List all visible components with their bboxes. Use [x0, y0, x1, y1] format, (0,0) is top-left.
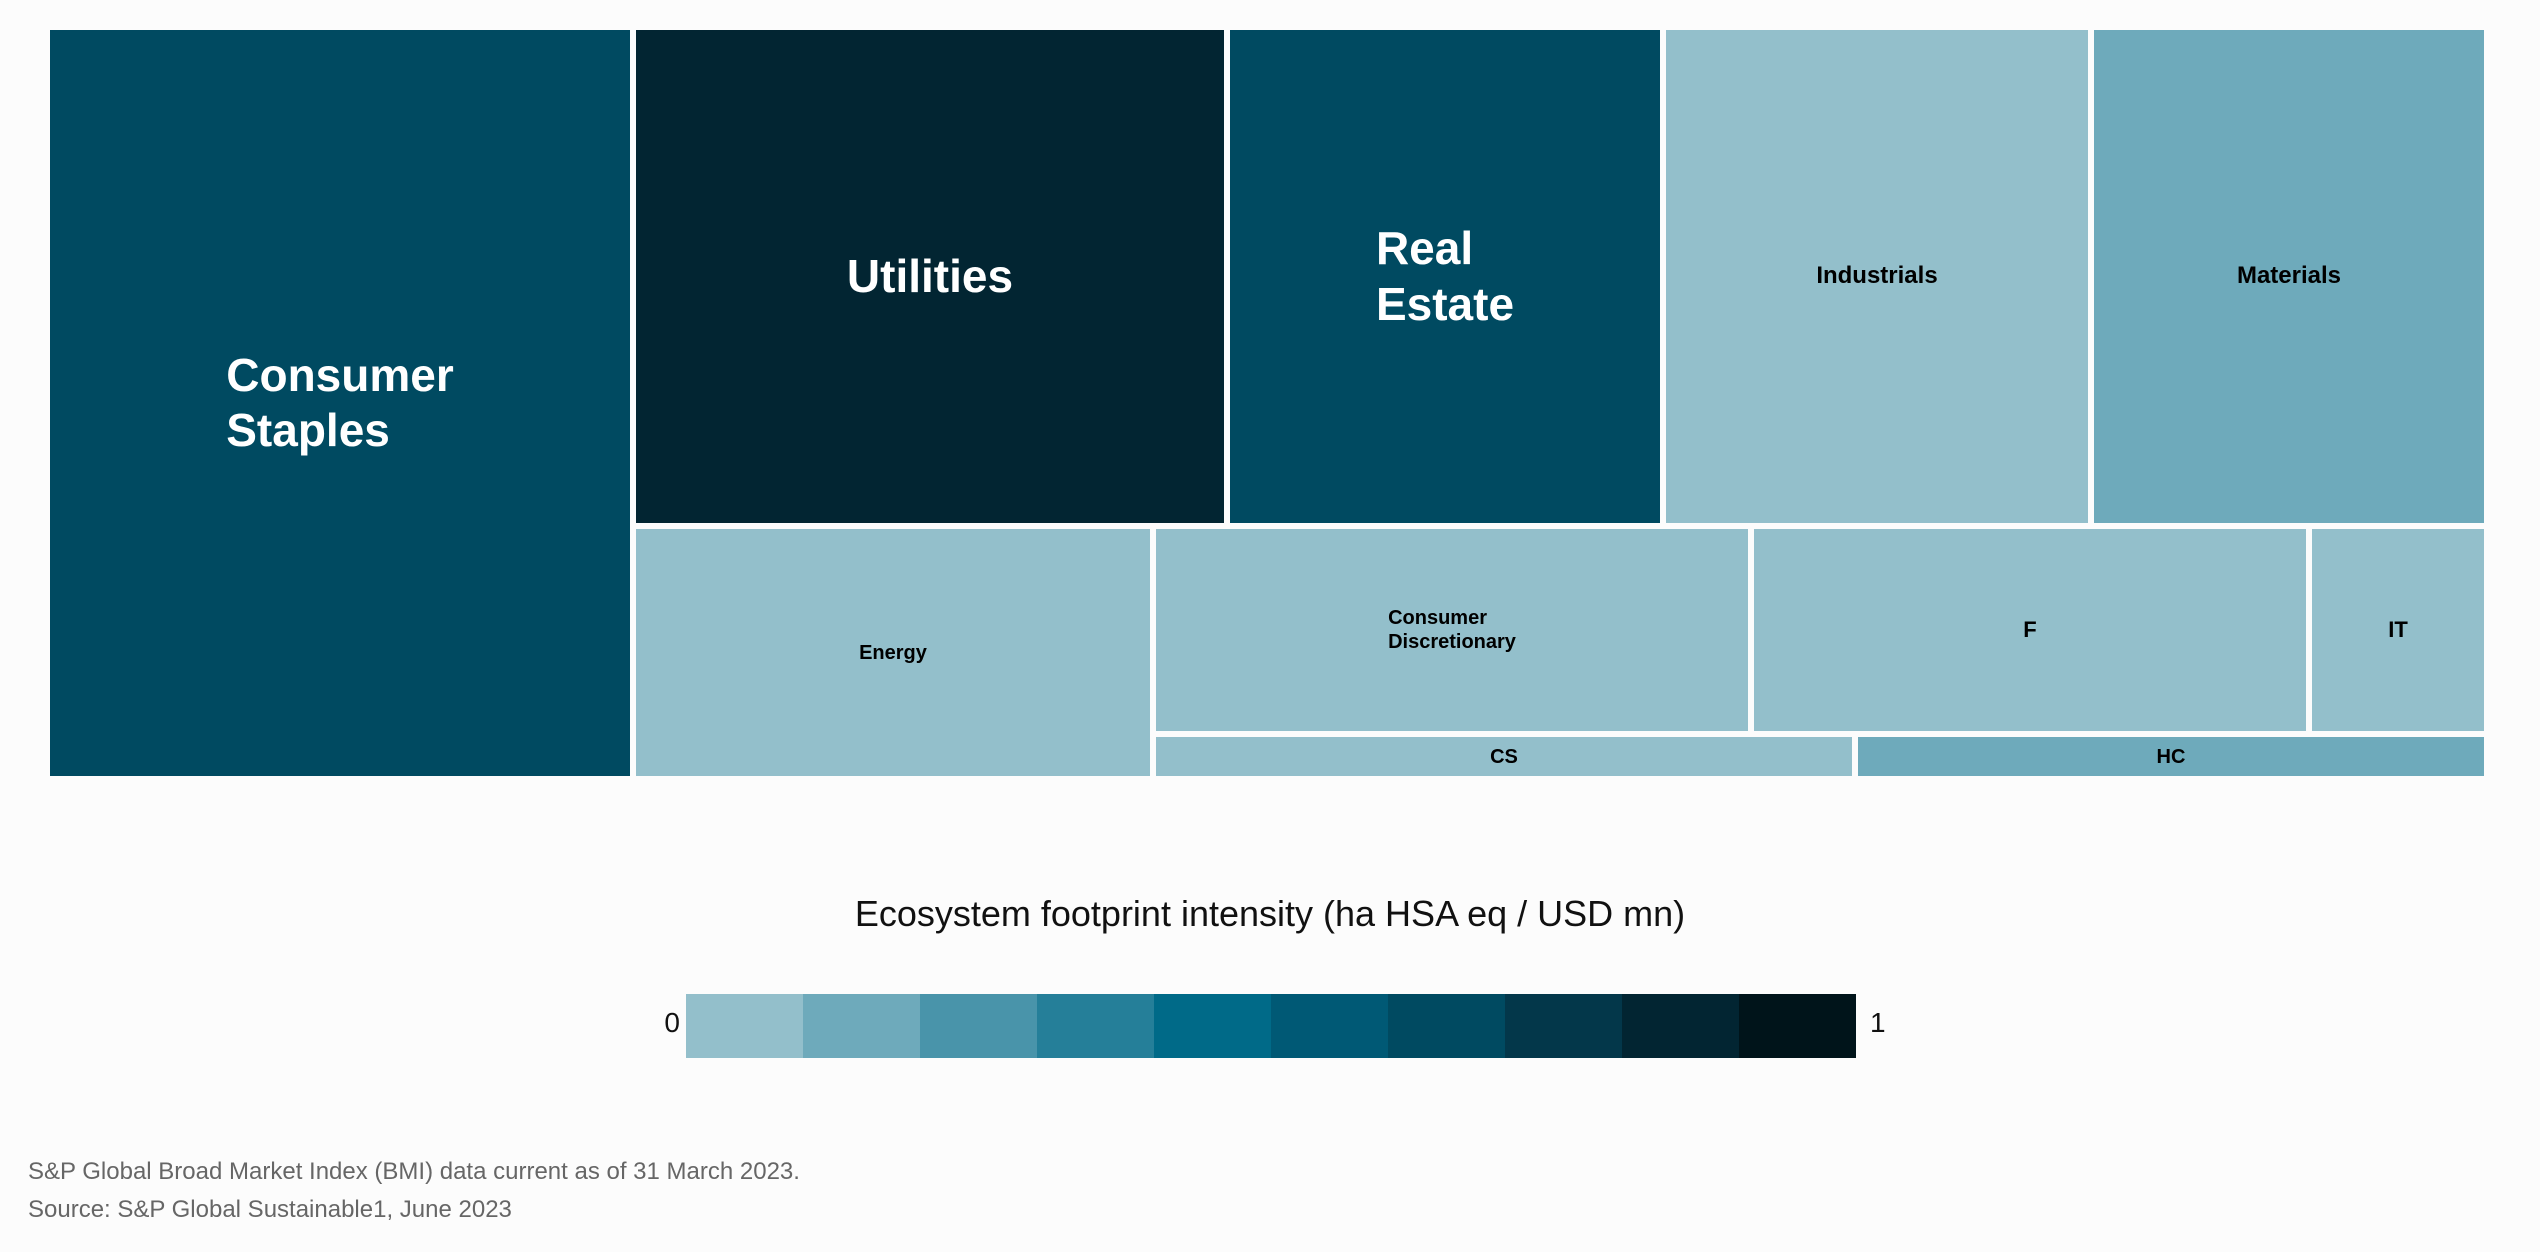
data-note: S&P Global Broad Market Index (BMI) data…	[28, 1158, 800, 1185]
treemap-tile-label: CS	[1490, 745, 1518, 768]
treemap-tile-industrials: Industrials	[1666, 30, 2088, 523]
legend-color-step-6	[1271, 994, 1388, 1058]
treemap-tile-consumer-discretionary: Consumer Discretionary	[1156, 529, 1748, 731]
treemap-tile-cs: CS	[1156, 737, 1852, 776]
treemap-tile-f: F	[1754, 529, 2306, 731]
legend-color-step-3	[920, 994, 1037, 1058]
legend-color-step-9	[1622, 994, 1739, 1058]
treemap-tile-label: Consumer Staples	[226, 348, 454, 456]
legend-color-step-2	[803, 994, 920, 1058]
legend-color-step-8	[1505, 994, 1622, 1058]
treemap-tile-label: Industrials	[1816, 262, 1938, 290]
legend-color-step-7	[1388, 994, 1505, 1058]
treemap-tile-label: Materials	[2236, 262, 2342, 290]
treemap-tile-consumer-staples: Consumer Staples	[50, 30, 630, 776]
treemap-tile-hc: HC	[1858, 737, 2484, 776]
legend-max-label: 1	[1870, 1007, 1886, 1038]
treemap-tile-utilities: Utilities	[636, 30, 1224, 523]
legend-min-label: 0	[664, 1007, 680, 1038]
treemap-tile-it: IT	[2312, 529, 2484, 731]
treemap-tile-label: HC	[2156, 745, 2186, 768]
treemap-tile-label: Energy	[859, 641, 927, 664]
treemap-tile-real-estate: Real Estate	[1230, 30, 1660, 523]
treemap-chart: Consumer Staples Utilities Real Estate Indu…	[50, 30, 2484, 776]
treemap-tile-materials: Materials	[2094, 30, 2484, 523]
treemap-tile-label: Consumer Discretionary	[1388, 607, 1516, 653]
source-note: Source: S&P Global Sustainable1, June 20…	[28, 1196, 512, 1223]
legend-color-step-4	[1037, 994, 1154, 1058]
legend-color-step-1	[686, 994, 803, 1058]
treemap-tile-label: F	[2023, 616, 2037, 642]
legend-color-scale	[686, 994, 1856, 1058]
treemap-tile-label: Utilities	[846, 249, 1014, 302]
treemap-tile-label: IT	[2388, 616, 2408, 642]
legend-title: Ecosystem footprint intensity (ha HSA eq…	[854, 893, 1686, 934]
treemap-tile-energy: Energy	[636, 529, 1150, 776]
legend-color-step-5	[1154, 994, 1271, 1058]
legend-color-step-10	[1739, 994, 1856, 1058]
treemap-tile-label: Real Estate	[1375, 222, 1515, 330]
